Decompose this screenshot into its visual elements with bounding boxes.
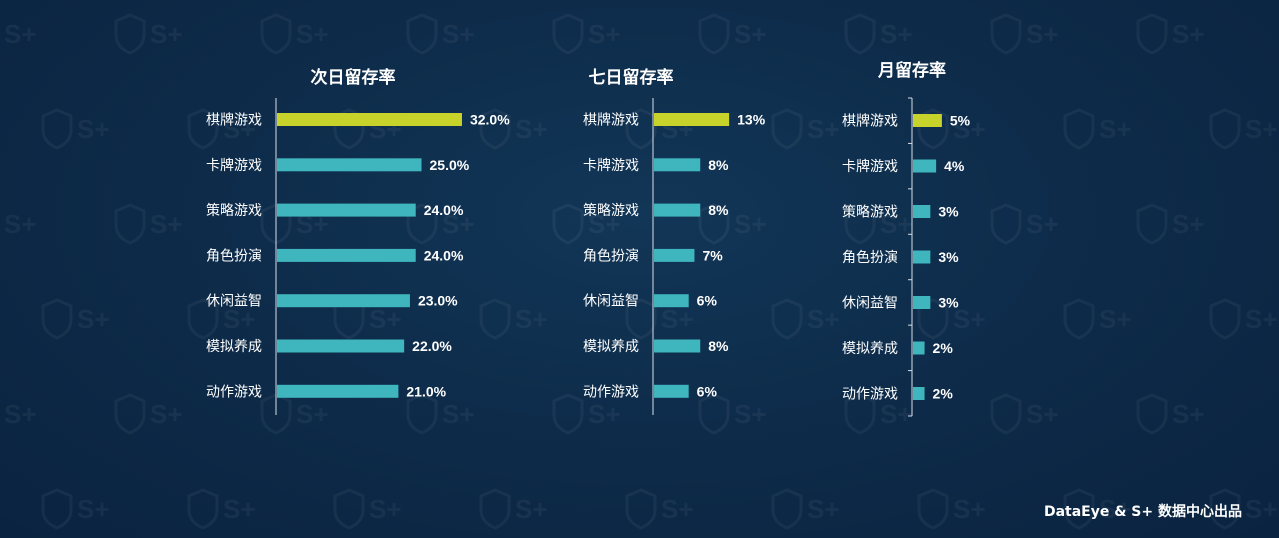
category-label: 策略游戏: [206, 202, 262, 219]
data-label: 21.0%: [406, 383, 446, 399]
data-label: 8%: [708, 157, 729, 173]
data-label: 2%: [933, 386, 954, 402]
category-label: 动作游戏: [206, 384, 262, 400]
bar: [654, 385, 689, 398]
chart-title: 七日留存率: [589, 67, 674, 88]
bar: [277, 294, 410, 307]
category-label: 休闲益智: [583, 294, 639, 310]
bar: [913, 296, 930, 309]
data-label: 6%: [697, 383, 718, 399]
category-label: 休闲益智: [206, 294, 262, 310]
bar: [277, 249, 416, 262]
data-label: 2%: [933, 340, 954, 356]
data-label: 3%: [938, 204, 959, 220]
bar: [654, 249, 694, 262]
category-label: 卡牌游戏: [206, 157, 262, 174]
data-label: 13%: [737, 112, 766, 128]
category-label: 棋牌游戏: [842, 113, 898, 130]
bar: [654, 113, 729, 126]
credit-text: DataEye & S+ 数据中心出品: [1044, 501, 1242, 521]
category-label: 角色扮演: [206, 247, 262, 264]
data-label: 5%: [950, 113, 971, 129]
category-label: 动作游戏: [583, 384, 639, 400]
category-label: 棋牌游戏: [583, 112, 639, 129]
bar: [277, 204, 416, 217]
data-label: 25.0%: [430, 157, 470, 173]
data-label: 3%: [938, 295, 959, 311]
bar: [654, 158, 700, 171]
chart-title: 次日留存率: [311, 67, 396, 88]
data-label: 8%: [708, 202, 729, 218]
bar: [654, 204, 700, 217]
category-label: 卡牌游戏: [583, 157, 639, 174]
data-label: 7%: [702, 247, 723, 263]
data-label: 32.0%: [470, 112, 510, 128]
bar: [913, 160, 936, 173]
data-label: 24.0%: [424, 202, 464, 218]
data-label: 4%: [944, 158, 965, 174]
data-label: 3%: [938, 249, 959, 265]
category-label: 模拟养成: [583, 339, 639, 355]
bar: [277, 158, 422, 171]
bar: [913, 251, 930, 264]
category-label: 角色扮演: [583, 247, 639, 264]
category-label: 卡牌游戏: [842, 158, 898, 175]
chart-title: 月留存率: [877, 60, 946, 81]
category-label: 动作游戏: [842, 387, 898, 403]
bar: [913, 114, 942, 127]
category-label: 策略游戏: [842, 204, 898, 221]
category-label: 休闲益智: [842, 296, 898, 312]
bar: [913, 387, 925, 400]
bar: [277, 385, 398, 398]
bar: [913, 205, 930, 218]
category-label: 模拟养成: [206, 339, 262, 355]
bar: [654, 340, 700, 353]
data-label: 22.0%: [412, 338, 452, 354]
data-label: 24.0%: [424, 247, 464, 263]
category-label: 模拟养成: [842, 341, 898, 357]
category-label: 棋牌游戏: [206, 112, 262, 129]
category-label: 策略游戏: [583, 202, 639, 219]
data-label: 8%: [708, 338, 729, 354]
data-label: 23.0%: [418, 293, 458, 309]
bar: [913, 342, 925, 355]
bar: [654, 294, 689, 307]
bar: [277, 113, 462, 126]
bar: [277, 340, 404, 353]
data-label: 6%: [697, 293, 718, 309]
category-label: 角色扮演: [842, 249, 898, 266]
